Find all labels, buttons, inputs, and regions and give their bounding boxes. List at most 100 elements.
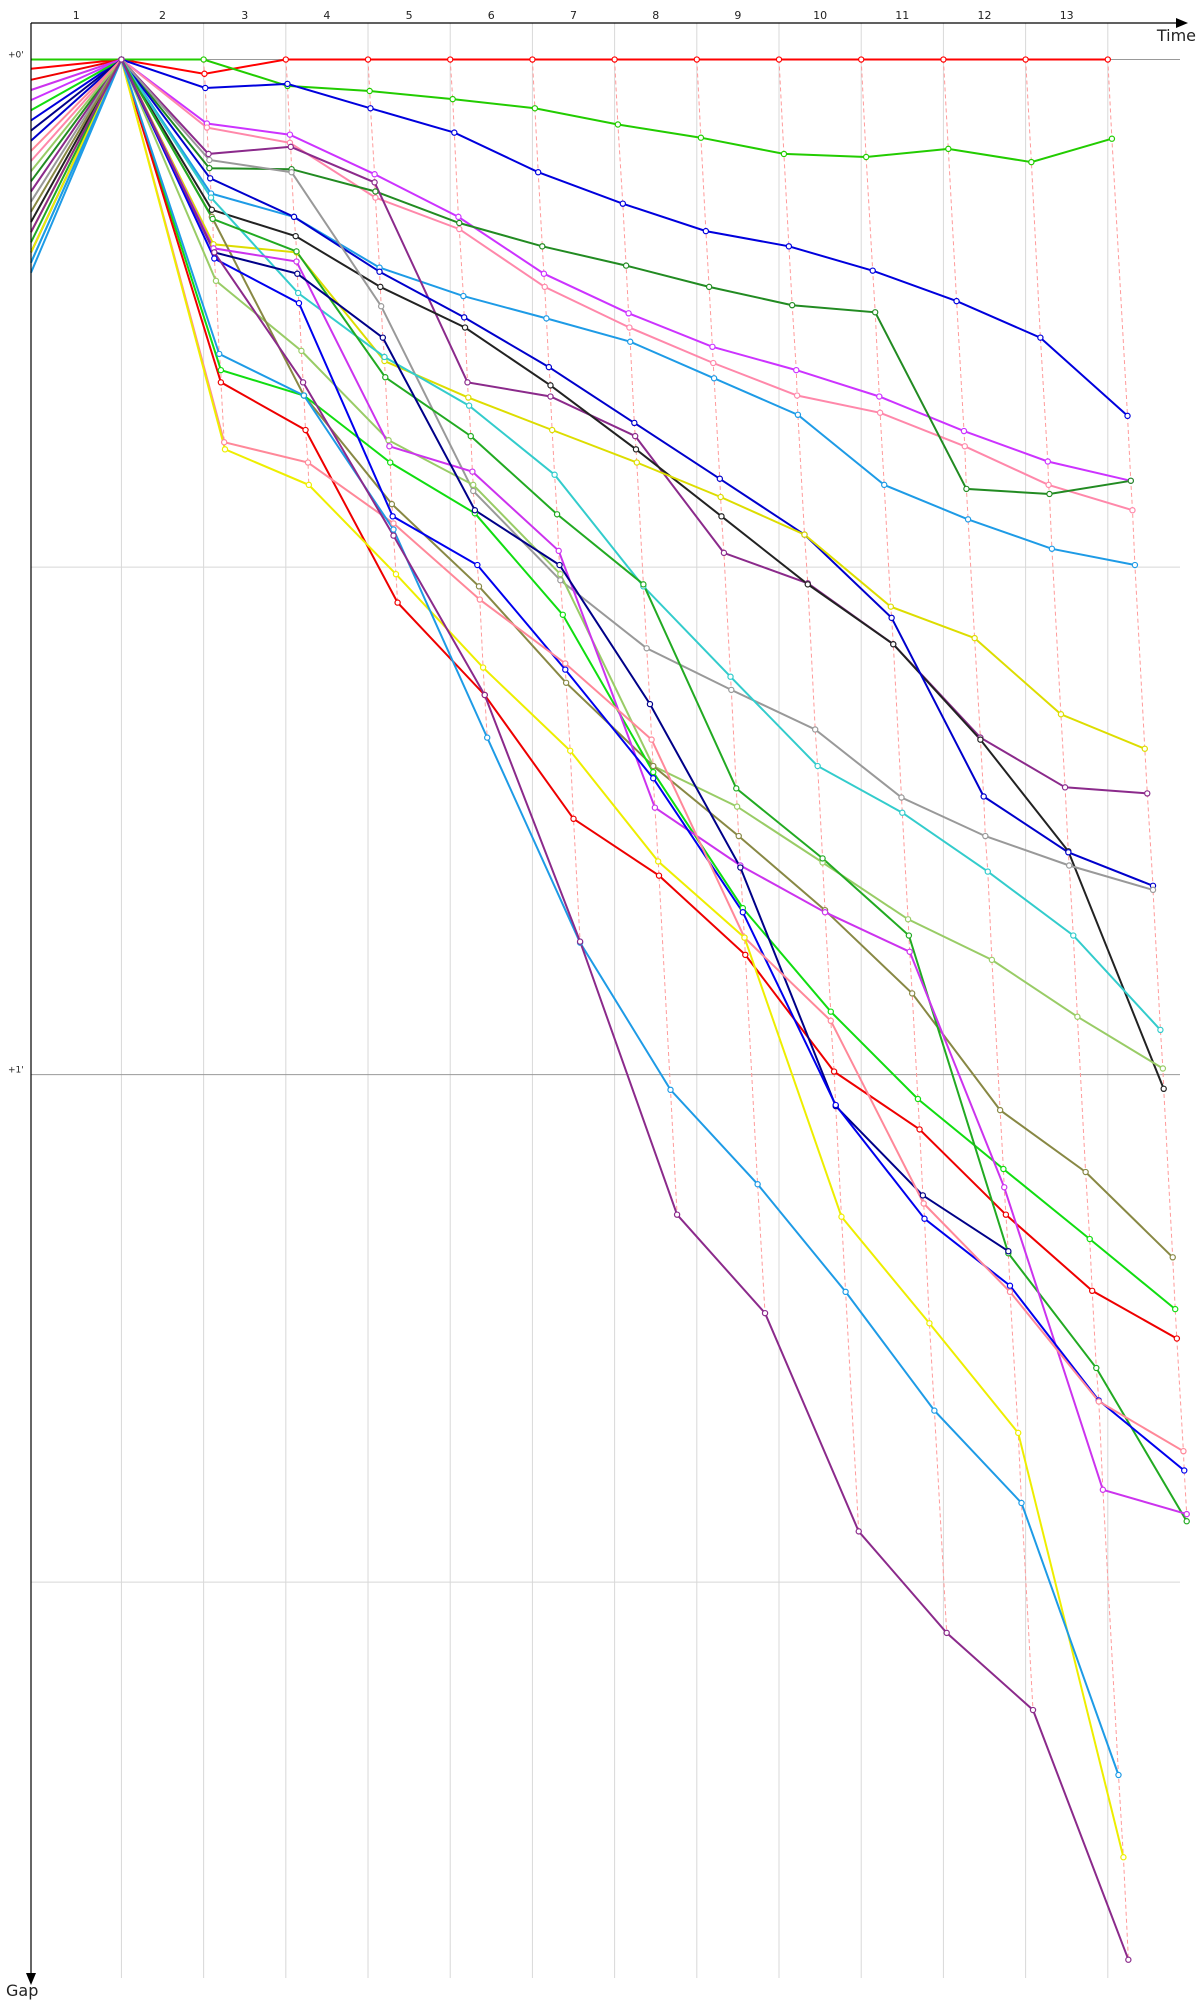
lap-point [300, 392, 308, 399]
lap-point [926, 1320, 933, 1327]
lap-point [1070, 932, 1077, 939]
lap-point [456, 225, 463, 233]
lap-point [1088, 1287, 1096, 1295]
lap-point [474, 561, 481, 569]
lap-connectors [203, 59, 1188, 1960]
lap-point [890, 641, 897, 648]
lap-point [646, 700, 654, 708]
lap-point [1144, 790, 1151, 797]
lap-point [294, 289, 302, 297]
lap-point [200, 56, 207, 63]
lap-point [793, 366, 800, 374]
lap-label: 5 [406, 9, 413, 22]
lap-point [529, 56, 536, 63]
lap-point [643, 645, 650, 652]
lap-point [1002, 1211, 1010, 1218]
lap-point [1065, 862, 1073, 869]
lap-point [1169, 1254, 1176, 1261]
lap-point [1099, 1486, 1107, 1493]
lap-point [220, 439, 228, 446]
series-line [30, 57, 1165, 1090]
lap-point [804, 581, 811, 588]
lap-point [1015, 1429, 1022, 1437]
lap-point [545, 363, 553, 371]
lap-point [1028, 158, 1035, 166]
lap-point [1029, 1706, 1037, 1714]
lap-point [1006, 1282, 1014, 1289]
lap-point [842, 1288, 849, 1296]
lap-point [377, 303, 385, 310]
lap-point [447, 56, 454, 63]
lap-label: 10 [813, 9, 827, 22]
lap-point [862, 153, 870, 161]
lap-point [211, 249, 218, 256]
lap-point [945, 145, 952, 153]
lap-point [1157, 1026, 1164, 1034]
lap-point [540, 270, 548, 277]
lap-point [858, 56, 865, 63]
lap-point [379, 334, 387, 341]
lap-point [1044, 458, 1051, 465]
lap-point [742, 951, 749, 959]
lap-point [390, 532, 397, 539]
lap-point [299, 379, 307, 386]
lap-point [206, 164, 213, 172]
lap-point [288, 169, 295, 176]
lap-point [392, 570, 400, 578]
lap-point [294, 270, 301, 277]
lap-point [1124, 412, 1131, 420]
lap-point [1159, 1065, 1167, 1072]
series-line [30, 57, 1188, 1522]
lap-point [1125, 1956, 1132, 1963]
lap-point [567, 747, 574, 754]
lap-point [451, 129, 458, 136]
lap-point [1104, 56, 1112, 63]
lap-point [216, 350, 223, 358]
lap-point [673, 1211, 681, 1218]
lap-point [1183, 1510, 1190, 1518]
lap-point [1129, 507, 1136, 514]
lap-point [619, 200, 627, 207]
series-line [30, 57, 1185, 1472]
lap-point [650, 762, 657, 770]
lap-point [1086, 1235, 1093, 1243]
lap-point [376, 268, 383, 275]
lap-point [702, 227, 710, 235]
lap-point [632, 446, 640, 453]
lap-point [479, 664, 487, 671]
lap-label: 3 [241, 9, 248, 22]
lap-point [908, 990, 916, 997]
lap-point [287, 143, 294, 151]
lap-point [556, 561, 563, 569]
lap-point [467, 432, 474, 440]
lap-point [471, 507, 479, 514]
lap-point [727, 673, 734, 680]
lap-point [290, 213, 298, 221]
series-line [30, 57, 1184, 1453]
lap-point [470, 481, 477, 489]
lap-point [827, 1008, 834, 1015]
lap-connector [696, 59, 766, 1314]
lap-point [541, 283, 548, 291]
lap-point [206, 156, 213, 164]
lap-label: 6 [488, 9, 495, 22]
lap-point [390, 520, 397, 527]
lap-point [1045, 481, 1052, 489]
lap-label: 7 [570, 9, 577, 22]
lap-point [888, 614, 895, 622]
lap-point [212, 277, 220, 285]
lap-point [855, 1528, 862, 1535]
lap-point [203, 124, 211, 131]
lap-point [1120, 1854, 1127, 1861]
lap-point [622, 262, 630, 269]
lap-point [961, 443, 968, 450]
lap-point [367, 105, 374, 112]
lap-point [209, 215, 216, 223]
lap-point [221, 446, 229, 453]
lap-point [709, 343, 716, 351]
lap-point [557, 570, 564, 578]
lap-point [631, 419, 638, 427]
lap-point [1057, 711, 1065, 718]
lap-point [302, 426, 309, 434]
lap-point [921, 1215, 928, 1222]
